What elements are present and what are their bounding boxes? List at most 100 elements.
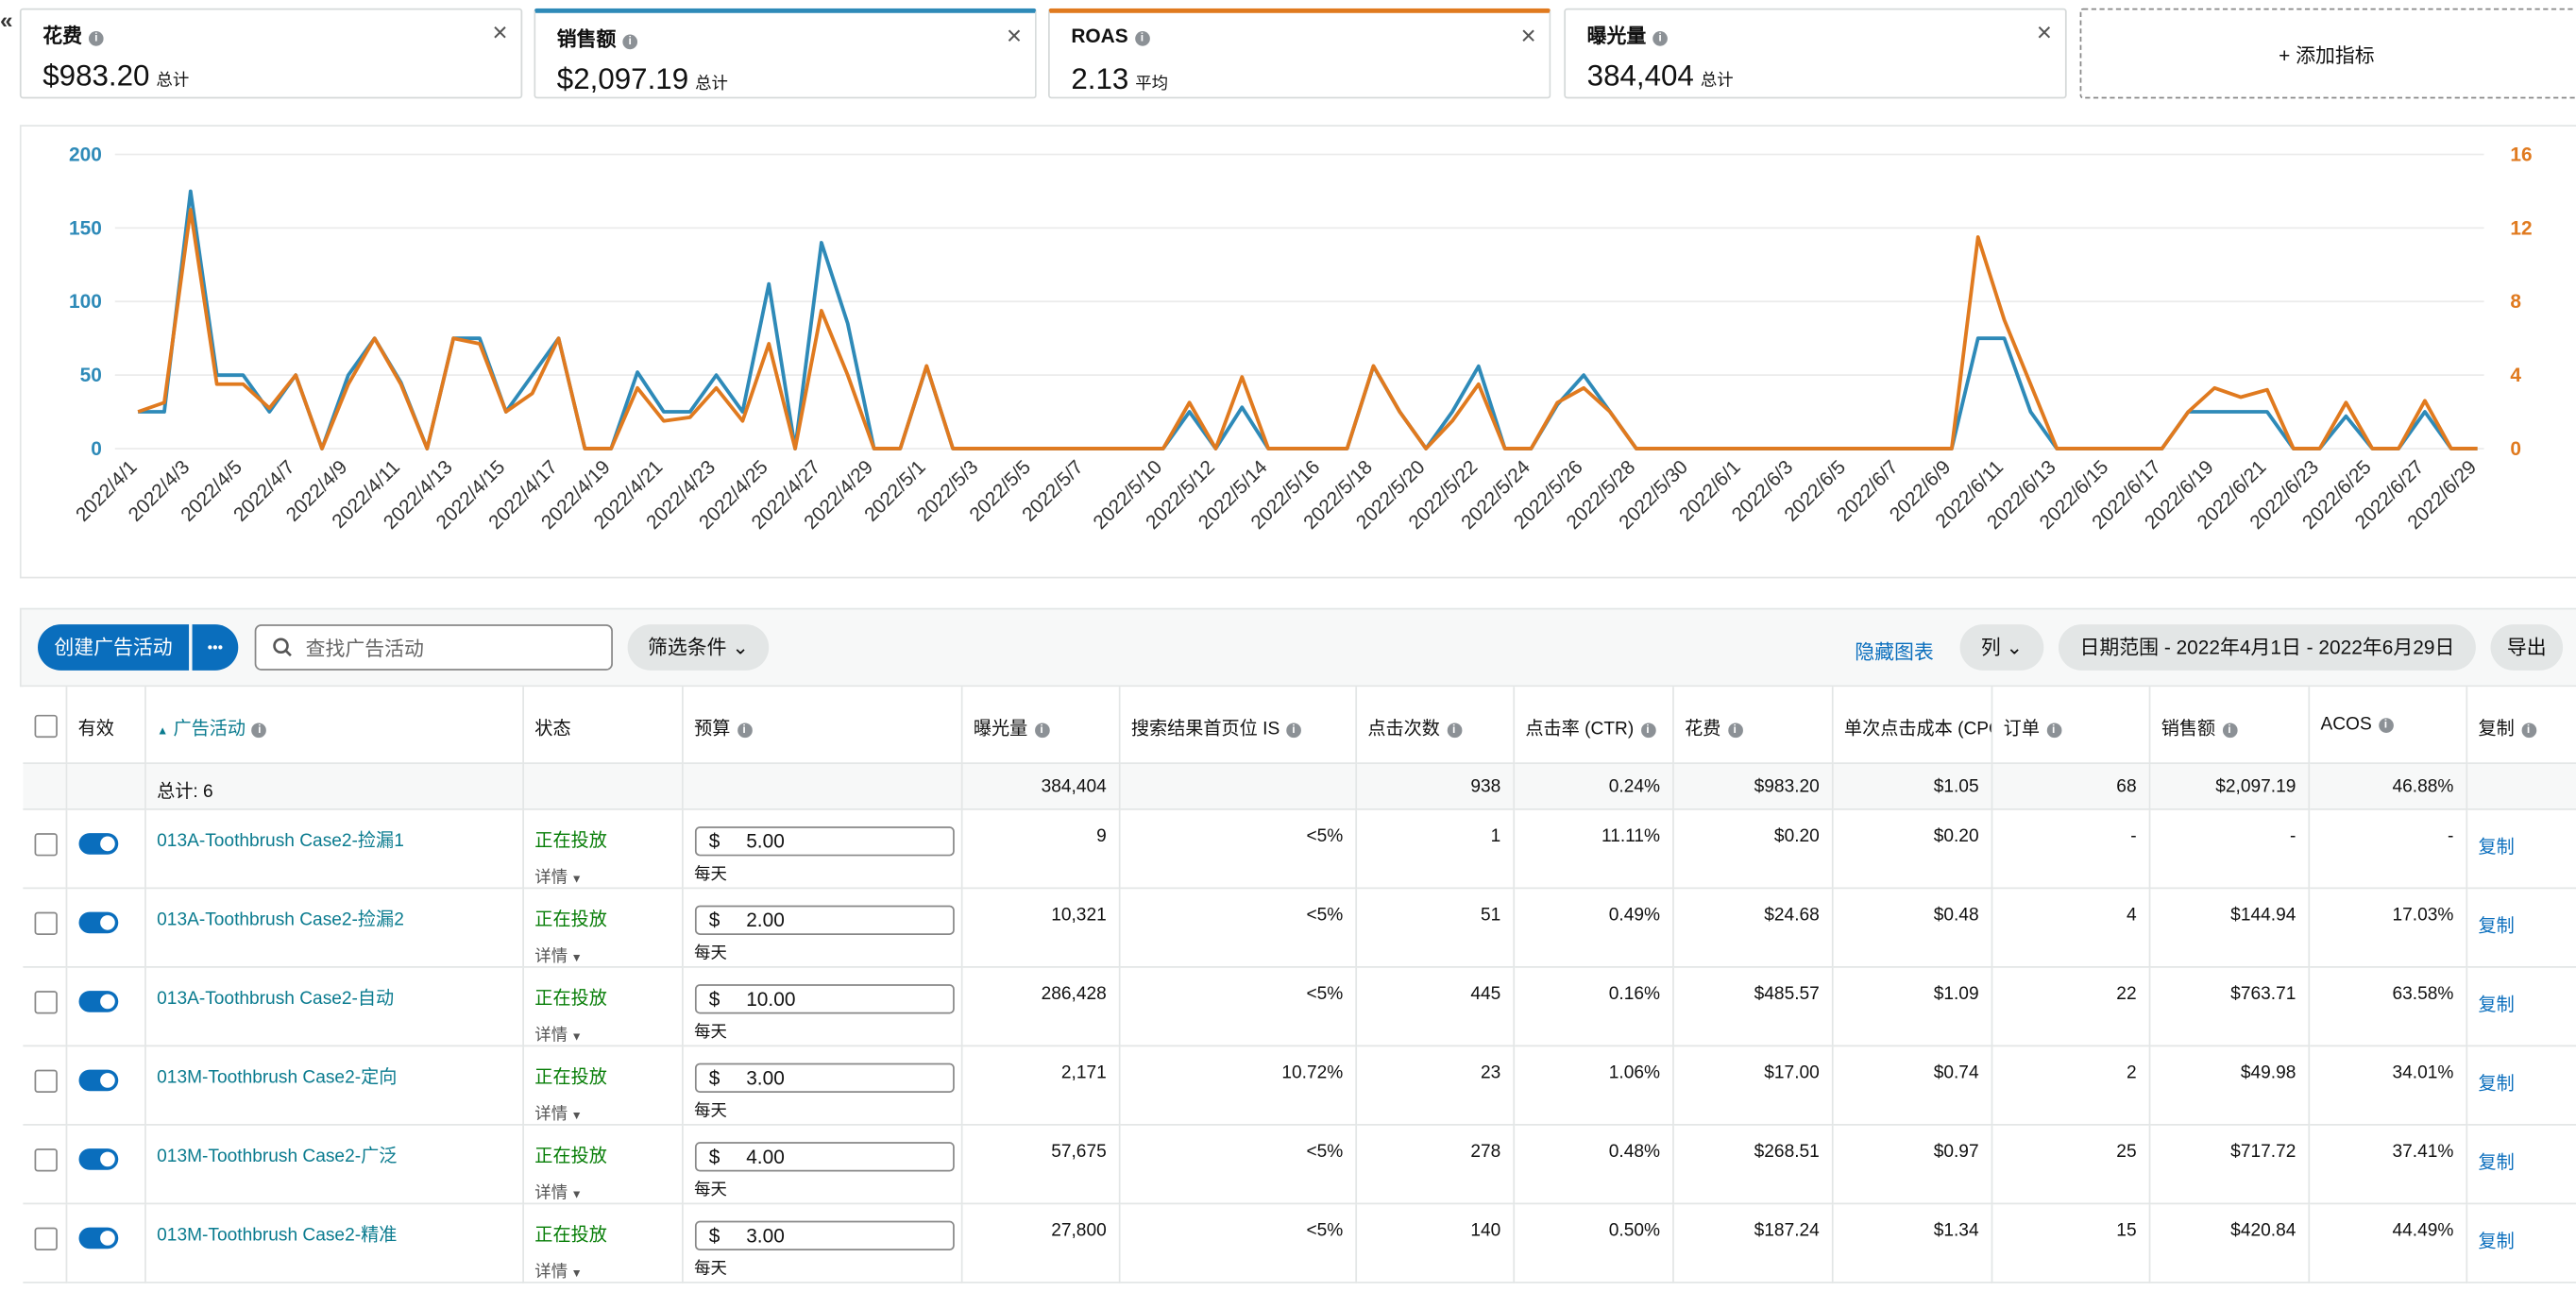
date-range-button[interactable]: 日期范围 - 2022年4月1日 - 2022年6月29日 bbox=[2058, 624, 2476, 671]
checkbox[interactable] bbox=[34, 832, 58, 856]
y2-tick-label: 0 bbox=[2510, 438, 2521, 460]
checkbox[interactable] bbox=[34, 1148, 58, 1171]
copy-link[interactable]: 复制 bbox=[2478, 1152, 2515, 1173]
export-button[interactable]: 导出 bbox=[2490, 624, 2564, 671]
budget-input[interactable]: $4.00 bbox=[694, 1141, 954, 1171]
cell: 2,171 bbox=[960, 1045, 1120, 1125]
toggle[interactable] bbox=[77, 832, 118, 854]
details-text: 详情 bbox=[534, 1026, 568, 1045]
metric-cell-value: $17.00 bbox=[1764, 1062, 1820, 1082]
metric-card[interactable]: ROAS i 2.13 平均 × bbox=[1047, 8, 1551, 99]
hide-chart-link[interactable]: 隐藏图表 bbox=[1855, 640, 1934, 664]
toggle[interactable] bbox=[77, 1226, 118, 1249]
metric-cell-value: $1.09 bbox=[1933, 983, 1979, 1004]
metric-cell-value: 51 bbox=[1480, 904, 1501, 925]
metric-cell-value: 34.01% bbox=[2392, 1062, 2454, 1082]
cell: $268.51 bbox=[1672, 1124, 1833, 1204]
header-cell: 复制 i bbox=[2466, 687, 2576, 764]
metric-card[interactable]: 曝光量 i 384,404 总计 × bbox=[1564, 8, 2067, 99]
toggle[interactable] bbox=[77, 910, 118, 933]
checkbox[interactable] bbox=[34, 990, 58, 1013]
budget-period: 每天 bbox=[694, 944, 727, 962]
campaign-name[interactable]: 013M-Toothbrush Case2-精准 bbox=[157, 1225, 398, 1245]
total-cell: $2,097.19 bbox=[2148, 762, 2310, 809]
toggle[interactable] bbox=[77, 1148, 118, 1169]
header-row: 有效 ▲ 广告活动 i 状态 预算 i 曝光量 i 搜索结果首页位 IS i 点击次数 i 点击率 (CT… bbox=[23, 687, 2576, 764]
budget-period: 每天 bbox=[694, 1101, 727, 1120]
campaign-name[interactable]: 013A-Toothbrush Case2-自动 bbox=[157, 988, 395, 1009]
total-value: 384,404 bbox=[1041, 776, 1107, 796]
details[interactable]: 详情 ▼ bbox=[534, 862, 669, 885]
metric-note: 总计 bbox=[695, 76, 728, 94]
details[interactable]: 详情 ▼ bbox=[534, 1020, 669, 1045]
copy-link[interactable]: 复制 bbox=[2478, 994, 2515, 1015]
search-input[interactable]: 查找广告活动 bbox=[254, 624, 613, 671]
campaign-name[interactable]: 013M-Toothbrush Case2-广泛 bbox=[157, 1146, 398, 1166]
details[interactable]: 详情 ▼ bbox=[534, 1098, 669, 1122]
add-metric[interactable]: + 添加指标 bbox=[2079, 8, 2576, 99]
cell: 9 bbox=[960, 808, 1120, 889]
toggle[interactable] bbox=[77, 990, 118, 1012]
budget-value: 4.00 bbox=[746, 1144, 785, 1168]
copy-link[interactable]: 复制 bbox=[2478, 915, 2515, 936]
columns-button[interactable]: 列 ⌄ bbox=[1959, 624, 2044, 671]
total-cell: 68 bbox=[1991, 762, 2150, 809]
campaign-name[interactable]: 013A-Toothbrush Case2-捡漏2 bbox=[157, 909, 404, 929]
cell: 2 bbox=[1991, 1045, 2150, 1125]
details[interactable]: 详情 ▼ bbox=[534, 941, 669, 964]
cell: $717.72 bbox=[2148, 1124, 2310, 1204]
budget-input[interactable]: $5.00 bbox=[694, 825, 954, 856]
checkbox[interactable] bbox=[34, 1068, 58, 1093]
metric-card[interactable]: 销售额 i $2,097.19 总计 × bbox=[534, 8, 1037, 99]
cell: 复制 bbox=[2466, 1045, 2576, 1125]
columns-text: 列 bbox=[1980, 636, 2001, 659]
currency: $ bbox=[708, 986, 720, 1011]
filter-button[interactable]: 筛选条件 ⌄ bbox=[627, 624, 770, 671]
cell: 23 bbox=[1355, 1045, 1515, 1125]
collapse-nav[interactable]: « bbox=[0, 6, 13, 33]
metric-cell-value: - bbox=[2289, 825, 2296, 846]
create-campaign-button[interactable]: 创建广告活动 bbox=[38, 624, 190, 671]
checkbox[interactable] bbox=[34, 714, 58, 739]
copy-link[interactable]: 复制 bbox=[2478, 1231, 2515, 1251]
campaign-name[interactable]: 013M-Toothbrush Case2-定向 bbox=[157, 1067, 398, 1087]
metric-name: ROAS bbox=[1071, 25, 1128, 48]
checkbox[interactable] bbox=[34, 1226, 58, 1250]
budget-input[interactable]: $3.00 bbox=[694, 1062, 954, 1093]
cell bbox=[23, 1202, 67, 1283]
cell: $24.68 bbox=[1672, 887, 1833, 967]
currency: $ bbox=[708, 1223, 720, 1247]
budget-input[interactable]: $2.00 bbox=[694, 904, 954, 935]
cell: $144.94 bbox=[2148, 887, 2310, 967]
metric-value: 2.13 bbox=[1071, 62, 1129, 95]
column-header: 花费 bbox=[1685, 720, 1721, 740]
campaign-name[interactable]: 013A-Toothbrush Case2-捡漏1 bbox=[157, 830, 404, 851]
metric-cell-value: <5% bbox=[1306, 825, 1344, 846]
column-header: 预算 bbox=[694, 720, 731, 740]
cell: 013A-Toothbrush Case2-自动 bbox=[144, 966, 524, 1046]
close-icon[interactable]: × bbox=[2036, 19, 2053, 48]
toggle[interactable] bbox=[77, 1068, 118, 1091]
close-icon[interactable]: × bbox=[1520, 23, 1536, 51]
metric-card[interactable]: 花费 i $983.20 总计 × bbox=[19, 8, 523, 99]
details[interactable]: 详情 ▼ bbox=[534, 1256, 669, 1280]
budget-input[interactable]: $3.00 bbox=[694, 1219, 954, 1250]
cell: $3.00 每天 bbox=[682, 1045, 962, 1125]
more-button[interactable]: ••• bbox=[192, 624, 239, 671]
metric-cell-value: 1.06% bbox=[1608, 1062, 1661, 1082]
cell: 51 bbox=[1355, 887, 1515, 967]
close-icon[interactable]: × bbox=[492, 19, 508, 48]
campaign-row: 013M-Toothbrush Case2-精准 正在投放 详情 ▼ $3.00 每天 27… bbox=[23, 1202, 2576, 1283]
metric-cell-value: 0.48% bbox=[1608, 1141, 1661, 1162]
details[interactable]: 详情 ▼ bbox=[534, 1178, 669, 1201]
copy-link[interactable]: 复制 bbox=[2478, 837, 2515, 858]
cell: <5% bbox=[1118, 887, 1357, 967]
copy-link[interactable]: 复制 bbox=[2478, 1073, 2515, 1094]
column-header: 广告活动 bbox=[173, 720, 246, 740]
budget-input[interactable]: $10.00 bbox=[694, 983, 954, 1013]
close-icon[interactable]: × bbox=[1006, 23, 1023, 51]
cell: <5% bbox=[1118, 1124, 1357, 1204]
metric-cell-value: <5% bbox=[1306, 1219, 1344, 1240]
metric-cell-value: 0.49% bbox=[1608, 904, 1661, 925]
checkbox[interactable] bbox=[34, 910, 58, 935]
